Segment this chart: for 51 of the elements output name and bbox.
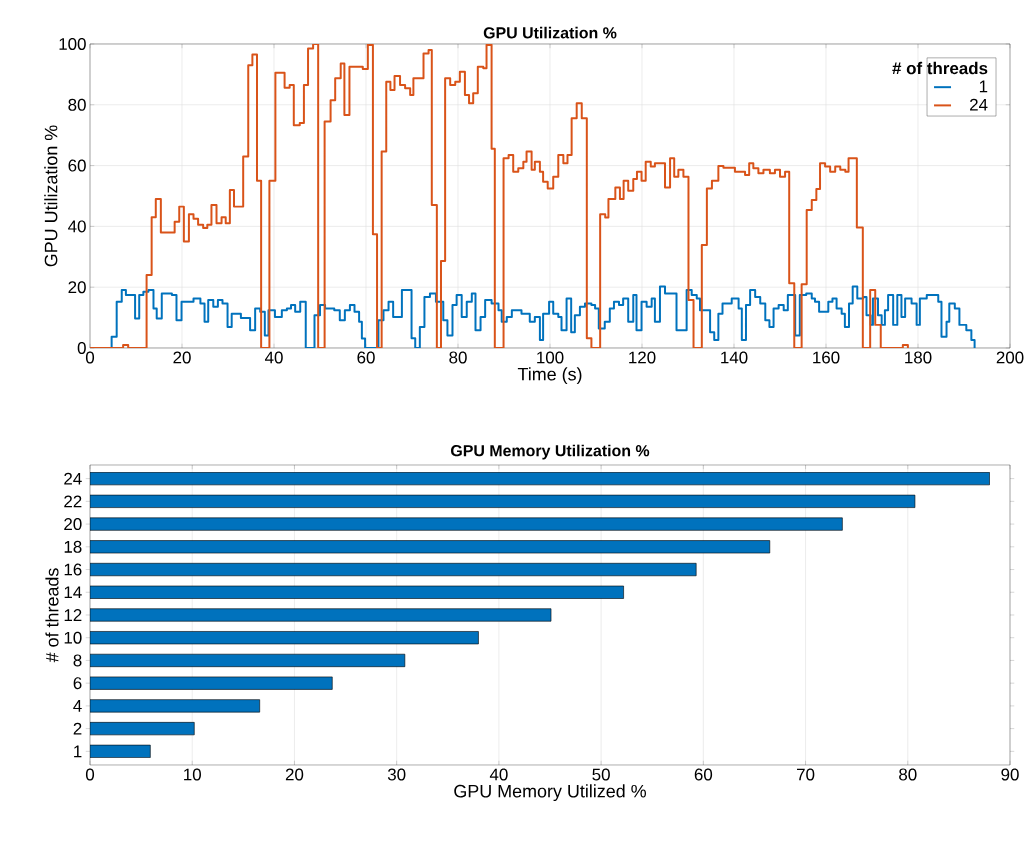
x-axis-title: GPU Memory Utilized % [454,784,646,802]
y-axis-title: GPU Utilization % [44,125,58,267]
x-tick-label: 20 [285,768,304,781]
legend-label: 24 [970,98,988,111]
x-tick-label: 120 [629,351,656,364]
bar [90,517,843,531]
y-tick-label: 20 [64,518,82,531]
x-tick-label: 60 [357,351,375,364]
x-tick-label: 30 [387,768,406,781]
x-tick-label: 200 [996,351,1024,364]
x-axis-title: Time (s) [517,367,582,385]
chart-title: GPU Memory Utilization % [451,444,650,460]
y-tick-label: 12 [64,609,82,621]
x-tick-label: 20 [173,351,191,364]
y-tick-label: 10 [64,631,82,644]
y-tick-label: 4 [73,700,82,712]
bar [90,608,552,622]
x-tick-label: 80 [449,351,467,364]
y-tick-label: 16 [64,563,82,576]
x-tick-label: 100 [537,351,564,364]
y-axis-title: # of threads [45,568,59,663]
y-tick-label: 100 [59,37,86,50]
x-tick-label: 80 [899,768,917,781]
x-tick-label: 140 [721,351,748,364]
x-tick-label: 10 [184,768,201,781]
y-tick-label: 18 [64,540,82,553]
legend-label: 1 [979,80,988,93]
x-tick-label: 160 [813,351,840,364]
chart-title: GPU Utilization % [483,26,617,39]
x-tick-label: 60 [694,768,713,781]
y-tick-label: 6 [73,677,82,690]
y-tick-label: 20 [68,281,86,294]
y-tick-label: 24 [64,472,82,485]
x-tick-label: 180 [905,351,932,364]
y-tick-label: 1 [74,745,82,758]
x-tick-label: 0 [85,768,95,781]
y-tick-label: 2 [73,722,82,735]
y-tick-label: 80 [68,98,86,111]
y-tick-label: 22 [64,495,82,508]
x-tick-label: 90 [1001,768,1019,781]
y-tick-label: 0 [77,341,86,354]
x-tick-label: 0 [85,351,95,364]
x-tick-label: 40 [489,768,508,781]
y-tick-label: 8 [73,654,82,667]
x-tick-label: 50 [592,768,610,781]
x-tick-label: 70 [797,768,815,781]
y-tick-label: 14 [64,586,82,599]
y-tick-label: 60 [68,159,86,172]
y-tick-label: 40 [68,220,86,233]
x-tick-label: 40 [264,351,283,364]
legend-title: # of threads [892,61,988,75]
